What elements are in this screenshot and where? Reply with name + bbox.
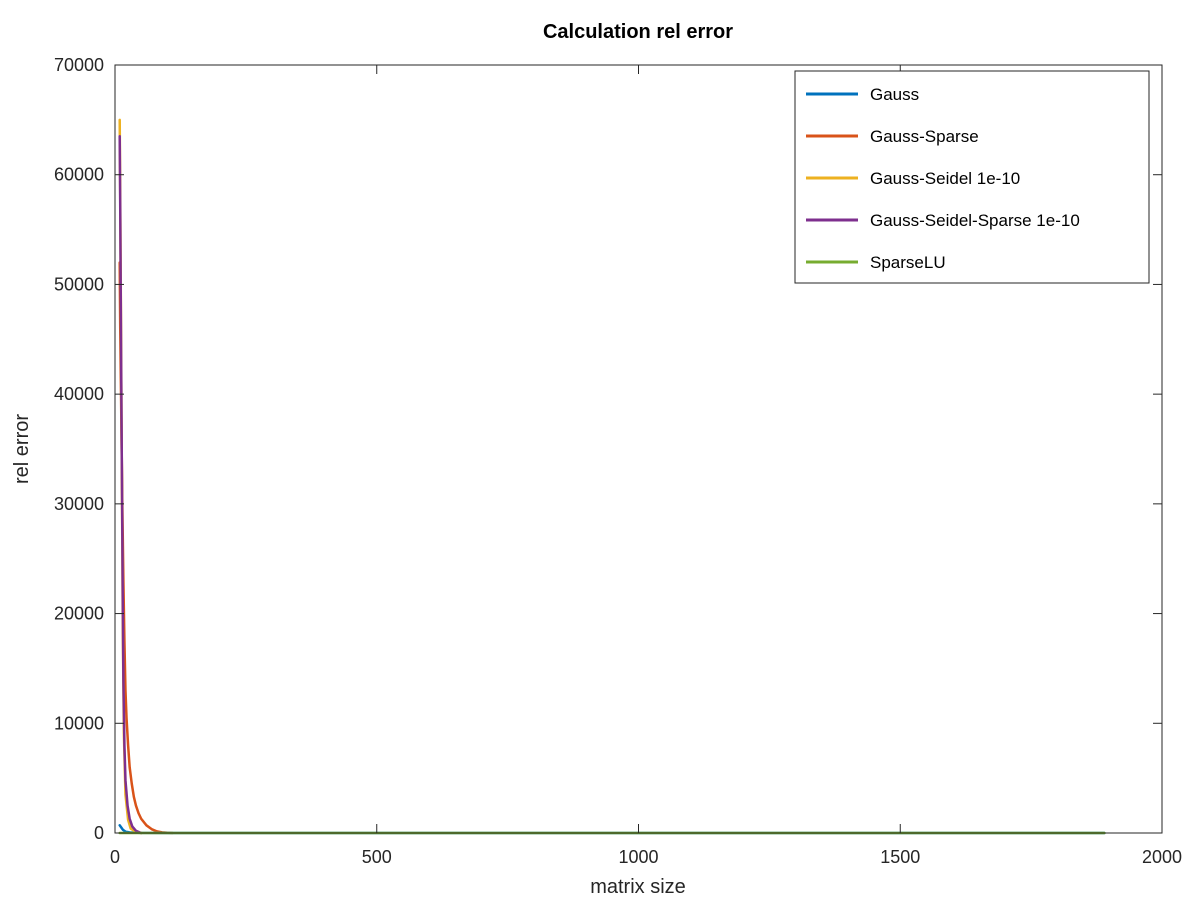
x-tick-label: 0 bbox=[110, 847, 120, 867]
y-tick-label: 0 bbox=[94, 823, 104, 843]
y-tick-label: 70000 bbox=[54, 55, 104, 75]
legend-label: SparseLU bbox=[870, 253, 946, 272]
y-tick-label: 60000 bbox=[54, 165, 104, 185]
x-axis-label: matrix size bbox=[590, 876, 686, 898]
y-tick-label: 10000 bbox=[54, 713, 104, 733]
x-tick-label: 1500 bbox=[880, 847, 920, 867]
series-line-gauss-seidel-sparse-1e-10 bbox=[118, 135, 143, 835]
legend-label: Gauss bbox=[870, 85, 919, 104]
x-axis-ticks: 0 500 1000 1500 2000 bbox=[110, 65, 1182, 867]
legend-label: Gauss-Seidel-Sparse 1e-10 bbox=[870, 211, 1080, 230]
y-tick-label: 40000 bbox=[54, 384, 104, 404]
x-tick-label: 500 bbox=[362, 847, 392, 867]
y-tick-label: 50000 bbox=[54, 274, 104, 294]
legend-label: Gauss-Seidel 1e-10 bbox=[870, 169, 1020, 188]
legend-items: Gauss Gauss-Sparse Gauss-Seidel 1e-10 Gauss… bbox=[806, 85, 1080, 272]
legend-label: Gauss-Sparse bbox=[870, 127, 979, 146]
x-tick-label: 2000 bbox=[1142, 847, 1182, 867]
y-tick-label: 30000 bbox=[54, 494, 104, 514]
x-tick-label: 1000 bbox=[618, 847, 658, 867]
y-tick-label: 20000 bbox=[54, 604, 104, 624]
chart-title: Calculation rel error bbox=[543, 21, 733, 43]
legend: Gauss Gauss-Sparse Gauss-Seidel 1e-10 Gauss… bbox=[794, 70, 1150, 284]
y-axis-label: rel error bbox=[11, 414, 33, 484]
y-axis-ticks: 0 10000 20000 30000 40000 50000 60000 70000 bbox=[54, 55, 1162, 843]
